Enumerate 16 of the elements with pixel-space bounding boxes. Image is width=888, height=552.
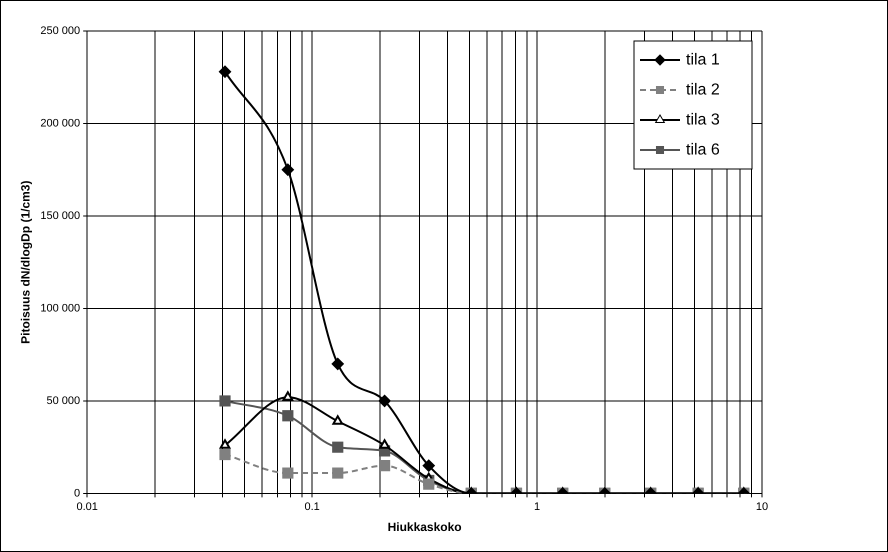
legend-label: tila 3 xyxy=(686,111,720,128)
legend-label: tila 2 xyxy=(686,81,720,98)
y-tick-label: 0 xyxy=(74,487,80,500)
y-tick-label: 50 000 xyxy=(46,394,80,407)
x-tick-label: 1 xyxy=(534,501,540,514)
y-tick-label: 200 000 xyxy=(40,118,80,130)
legend-label: tila 6 xyxy=(686,141,720,158)
y-tick-label: 100 000 xyxy=(40,302,80,314)
x-axis-title: Hiukkaskoko xyxy=(388,520,462,534)
x-tick-label: 0.01 xyxy=(76,501,98,514)
y-tick-label: 250 000 xyxy=(40,25,80,38)
y-axis-title: Pitoisuus dN/dlogDp (1/cm3) xyxy=(18,180,33,344)
y-tick-label: 150 000 xyxy=(40,210,80,222)
x-tick-label: 10 xyxy=(756,501,768,514)
x-tick-label: 0.1 xyxy=(304,501,320,514)
legend-label: tila 1 xyxy=(686,51,720,68)
